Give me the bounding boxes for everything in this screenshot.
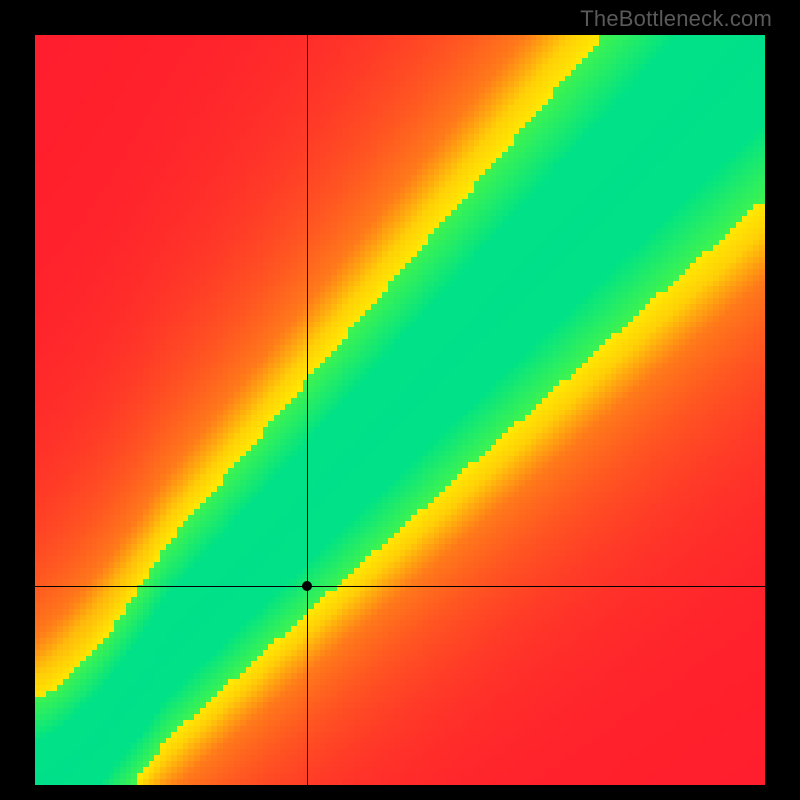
crosshair-horizontal [35, 586, 765, 587]
heatmap-canvas [35, 35, 765, 785]
attribution-text: TheBottleneck.com [580, 6, 772, 32]
marker-dot [302, 581, 312, 591]
chart-frame: TheBottleneck.com [0, 0, 800, 800]
crosshair-vertical [307, 35, 308, 785]
